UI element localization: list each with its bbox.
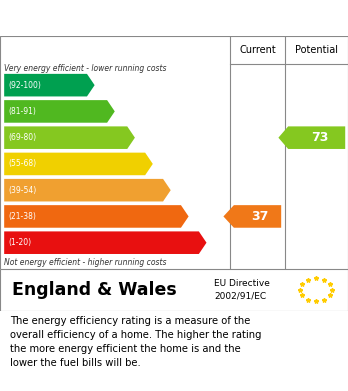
Text: E: E [172, 184, 181, 197]
Text: Current: Current [239, 45, 276, 55]
Text: 73: 73 [311, 131, 328, 144]
Polygon shape [4, 74, 95, 97]
Text: B: B [116, 105, 126, 118]
Text: (69-80): (69-80) [8, 133, 37, 142]
Text: Not energy efficient - higher running costs: Not energy efficient - higher running co… [4, 258, 167, 267]
Text: (21-38): (21-38) [8, 212, 36, 221]
Polygon shape [4, 152, 153, 175]
Text: (81-91): (81-91) [8, 107, 36, 116]
Text: EU Directive
2002/91/EC: EU Directive 2002/91/EC [214, 279, 270, 300]
Text: 37: 37 [252, 210, 269, 223]
Text: (39-54): (39-54) [8, 186, 37, 195]
Polygon shape [4, 126, 135, 149]
Text: Energy Efficiency Rating: Energy Efficiency Rating [12, 10, 241, 28]
Polygon shape [223, 205, 281, 228]
Text: G: G [207, 236, 218, 249]
Text: D: D [153, 158, 165, 170]
Text: F: F [189, 210, 198, 223]
Text: C: C [136, 131, 145, 144]
Text: (55-68): (55-68) [8, 160, 37, 169]
Polygon shape [4, 231, 206, 254]
Text: A: A [95, 79, 105, 91]
Polygon shape [4, 100, 115, 123]
Polygon shape [4, 179, 171, 201]
Text: England & Wales: England & Wales [12, 281, 177, 299]
Text: Potential: Potential [295, 45, 338, 55]
Polygon shape [278, 126, 345, 149]
Polygon shape [4, 205, 189, 228]
Text: The energy efficiency rating is a measure of the
overall efficiency of a home. T: The energy efficiency rating is a measur… [10, 316, 262, 368]
Text: (92-100): (92-100) [8, 81, 41, 90]
Text: (1-20): (1-20) [8, 238, 31, 247]
Text: Very energy efficient - lower running costs: Very energy efficient - lower running co… [4, 64, 167, 73]
